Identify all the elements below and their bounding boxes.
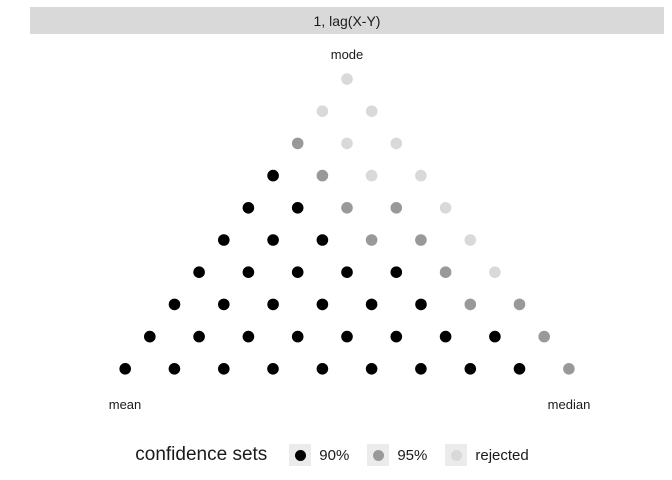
vertex-label-top: mode (331, 47, 364, 62)
point-5-3 (365, 234, 378, 246)
point-8-1 (193, 330, 205, 343)
facet-strip-label: 1, lag(X-Y) (313, 12, 381, 29)
legend-label: 95% (397, 446, 428, 464)
facet-strip: 1, lag(X-Y) (30, 7, 664, 34)
point-3-2 (365, 169, 378, 182)
point-3-3 (415, 169, 427, 182)
point-4-1 (291, 202, 304, 214)
point-6-1 (242, 266, 255, 279)
point-8-5 (390, 330, 403, 343)
point-4-2 (341, 202, 353, 214)
point-9-0 (119, 363, 131, 375)
point-6-3 (341, 266, 353, 279)
point-6-6 (489, 266, 501, 279)
legend-dot (372, 449, 384, 461)
point-7-1 (218, 298, 230, 311)
point-9-1 (168, 363, 181, 375)
legend-label: rejected (475, 446, 529, 464)
point-7-7 (513, 298, 526, 311)
point-8-7 (489, 330, 501, 343)
point-9-7 (464, 363, 477, 375)
point-3-0 (267, 169, 279, 182)
point-8-4 (341, 330, 353, 343)
point-7-4 (365, 298, 378, 311)
point-5-0 (218, 234, 230, 246)
point-9-4 (316, 363, 329, 375)
legend-key (289, 444, 312, 466)
point-5-2 (316, 234, 329, 246)
point-9-2 (218, 363, 230, 375)
legend-title: confidence sets (135, 444, 268, 465)
point-7-6 (464, 298, 477, 311)
point-7-2 (267, 298, 279, 311)
point-7-0 (168, 298, 181, 311)
legend-dot (450, 449, 462, 461)
point-9-5 (365, 363, 378, 375)
point-6-0 (193, 266, 205, 279)
legend-key (445, 444, 468, 466)
point-5-5 (464, 234, 477, 246)
legend: confidence sets 90% 95% rejected (0, 441, 672, 469)
point-8-2 (242, 330, 255, 343)
point-5-1 (267, 234, 279, 246)
legend-key (367, 444, 390, 466)
point-2-2 (390, 137, 403, 150)
legend-item-90: 90% (289, 444, 357, 466)
point-7-5 (415, 298, 427, 311)
points-layer (119, 73, 575, 375)
point-6-5 (439, 266, 452, 279)
point-7-3 (316, 298, 329, 311)
point-6-4 (390, 266, 403, 279)
point-1-0 (316, 105, 329, 117)
point-4-3 (390, 202, 403, 214)
point-9-9 (563, 363, 575, 375)
legend-item-95: 95% (367, 444, 435, 466)
point-9-8 (513, 363, 526, 375)
legend-label: 90% (319, 446, 350, 464)
point-8-0 (144, 330, 156, 343)
ternary-plot: mode mean median (109, 47, 591, 412)
point-1-1 (365, 105, 378, 117)
point-5-4 (415, 234, 427, 246)
vertex-label-right: median (548, 397, 591, 412)
point-4-0 (242, 202, 255, 214)
point-0-0 (341, 73, 353, 85)
point-2-1 (341, 137, 353, 150)
point-8-8 (538, 330, 550, 343)
point-9-6 (415, 363, 427, 375)
point-9-3 (267, 363, 279, 375)
point-2-0 (291, 137, 304, 150)
point-8-3 (291, 330, 304, 343)
legend-item-rejected: rejected (445, 444, 536, 466)
point-8-6 (439, 330, 452, 343)
point-6-2 (291, 266, 304, 279)
legend-dot (294, 449, 306, 461)
point-3-1 (316, 169, 329, 182)
point-4-4 (439, 202, 452, 214)
vertex-label-left: mean (109, 397, 142, 412)
